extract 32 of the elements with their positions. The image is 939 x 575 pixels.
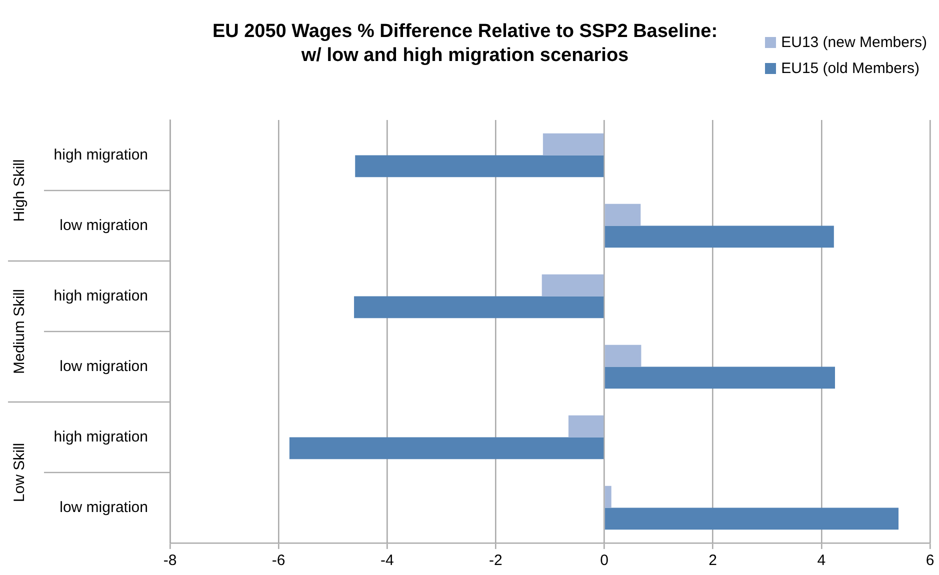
chart-title: EU 2050 Wages % Difference Relative to SSP2 Baseline: w/ low and high migration scenarios	[211, 20, 719, 68]
x-tick-label: 2	[708, 552, 718, 570]
y-tick-label: low migration	[60, 216, 148, 234]
x-tick-label: -6	[272, 552, 286, 570]
legend-label: EU15 (old Members)	[781, 60, 920, 77]
bar	[604, 204, 641, 226]
y-tick-label: low migration	[60, 498, 148, 516]
legend-label: EU13 (new Members)	[781, 34, 927, 51]
x-tick-label: 0	[600, 552, 608, 570]
x-tick-label: -8	[163, 552, 177, 570]
y-tick-label: high migration	[54, 287, 148, 304]
text: Low Skill	[11, 442, 28, 502]
bar	[604, 508, 899, 530]
bar	[355, 155, 604, 178]
bar	[354, 296, 604, 318]
text: Medium Skill	[11, 288, 28, 374]
bar	[604, 486, 612, 508]
y-tick-label: high migration	[54, 146, 148, 164]
y-tick-label: low migration	[60, 358, 148, 375]
bar	[604, 366, 835, 389]
bar	[604, 344, 642, 367]
bar	[568, 415, 604, 438]
x-tick-label: 6	[926, 552, 934, 570]
x-tick-label: -2	[489, 552, 502, 570]
bar	[604, 226, 834, 248]
text: High Skill	[11, 159, 28, 222]
y-tick-label: high migration	[54, 428, 148, 446]
x-tick-label: 4	[817, 552, 826, 570]
bar	[542, 274, 604, 296]
bar	[542, 133, 604, 156]
bar	[289, 437, 604, 460]
x-tick-label: -4	[380, 552, 394, 570]
